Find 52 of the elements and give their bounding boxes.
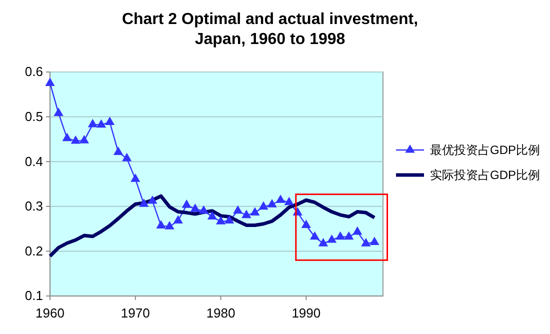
point [258, 201, 268, 210]
y-tick-label: 0.3 [24, 198, 43, 214]
point [361, 238, 371, 246]
point [242, 210, 252, 218]
point [182, 200, 192, 208]
point [54, 108, 64, 116]
x-tick-label: 1970 [120, 305, 150, 320]
y-tick-label: 0.4 [24, 154, 43, 169]
point [336, 231, 346, 240]
point [224, 215, 234, 224]
point [70, 135, 80, 144]
legend-label: 实际投资占GDP比例 [430, 168, 540, 182]
line-series [48, 194, 376, 258]
point [45, 78, 55, 86]
point [352, 226, 362, 235]
legend-label: 最优投资占GDP比例 [430, 143, 540, 157]
point [62, 132, 72, 142]
point [370, 236, 380, 246]
point [164, 221, 174, 230]
point [276, 194, 286, 203]
x-tick-label: 1990 [292, 305, 321, 320]
point [250, 207, 260, 216]
point [216, 216, 226, 224]
x-tick-label: 1980 [206, 305, 236, 320]
point [318, 238, 328, 246]
y-tick-label: 0.1 [24, 288, 43, 304]
y-tick-label: 0.6 [24, 64, 43, 80]
point [173, 215, 183, 224]
point [310, 231, 320, 240]
point [130, 174, 140, 182]
chart-title: Chart 2 Optimal and actual investment, Japan, 1960 to 1998 [122, 11, 418, 48]
point [96, 119, 106, 128]
point [156, 220, 166, 228]
point [326, 234, 337, 243]
point [79, 134, 89, 144]
y-tick-label: 0.2 [24, 243, 43, 258]
point [267, 199, 277, 208]
point [122, 152, 132, 162]
x-tick-label: 1960 [36, 305, 64, 320]
point [88, 118, 98, 128]
y-tick-label: 0.5 [24, 108, 43, 124]
point [344, 231, 354, 240]
point [301, 220, 311, 228]
point [190, 204, 200, 212]
point [114, 146, 124, 155]
point [148, 195, 158, 204]
point [207, 211, 218, 220]
point [104, 116, 115, 125]
point [233, 205, 243, 214]
point [198, 205, 208, 214]
point [284, 196, 294, 206]
point [139, 198, 149, 207]
